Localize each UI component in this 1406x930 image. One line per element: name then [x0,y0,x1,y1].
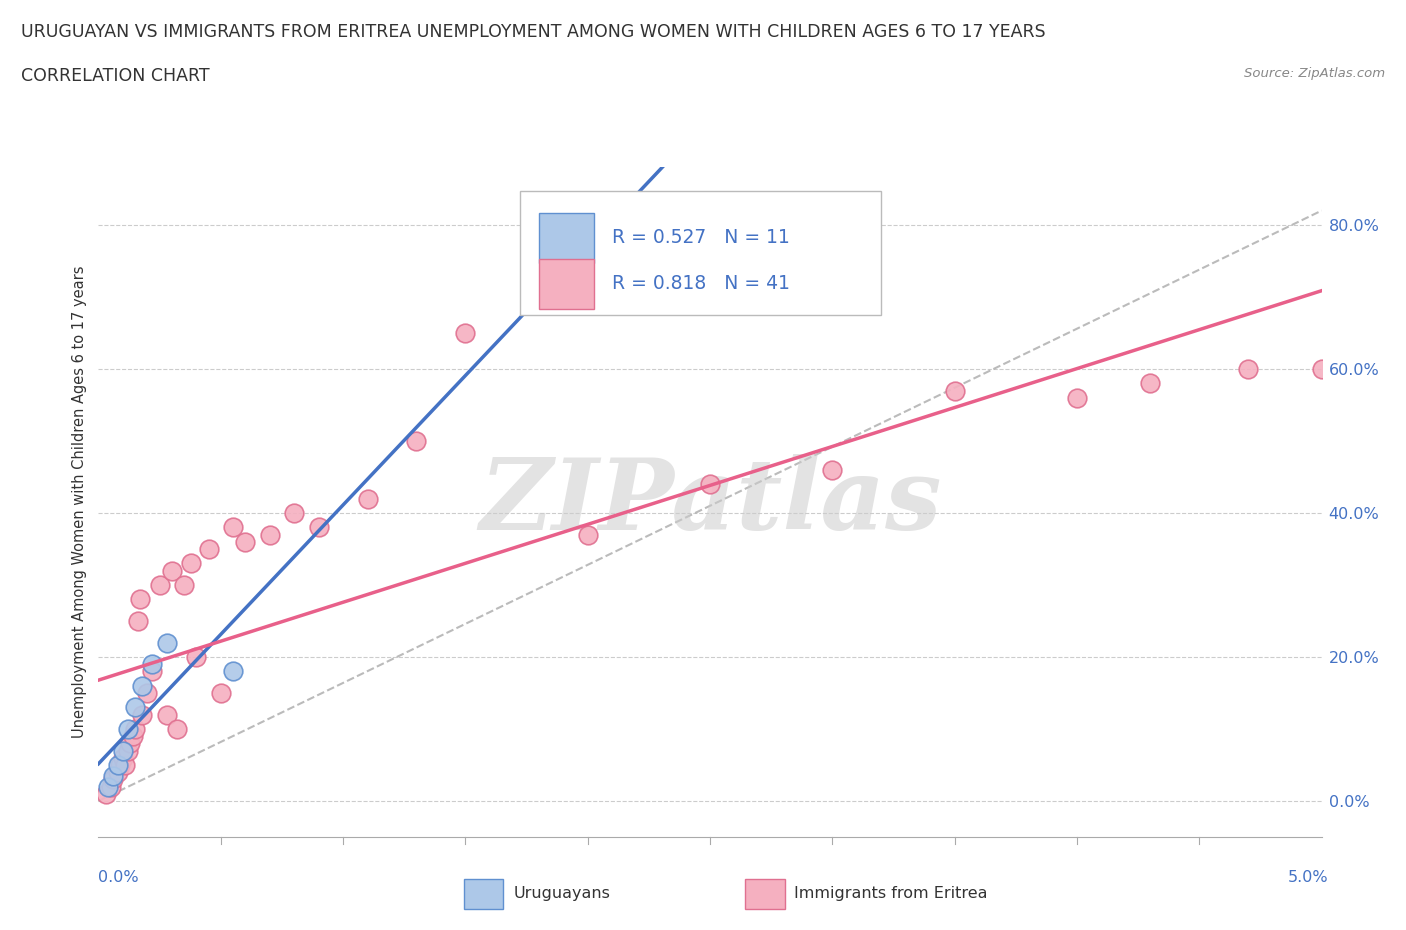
Point [127,614,149,629]
Point [120,736,142,751]
Point [129,592,152,607]
Point [186,649,208,664]
Text: R = 0.527   N = 11: R = 0.527 N = 11 [612,229,790,247]
Point [117,722,139,737]
Point [576,527,599,542]
Point [141,664,163,679]
Point [166,722,188,737]
Point [110,758,132,773]
Point [1139,376,1161,391]
Text: Source: ZipAtlas.com: Source: ZipAtlas.com [1244,67,1385,80]
Y-axis label: Unemployment Among Women with Children Ages 6 to 17 years: Unemployment Among Women with Children A… [72,266,87,738]
Point [131,678,153,693]
Point [821,462,844,477]
Point [283,506,305,521]
Point [121,729,143,744]
Point [527,289,550,304]
Point [1237,362,1260,377]
FancyBboxPatch shape [520,191,882,314]
Text: Immigrants from Eritrea: Immigrants from Eritrea [794,886,988,901]
Text: ZIPatlas: ZIPatlas [479,454,941,551]
Point [101,768,124,783]
Point [259,527,281,542]
Point [180,556,202,571]
Point [111,751,134,765]
Point [114,758,136,773]
Point [107,764,129,779]
Point [111,743,134,758]
Point [209,685,232,700]
Point [124,700,146,715]
Point [356,491,378,506]
Point [1310,362,1333,377]
Point [943,383,966,398]
Point [141,657,163,671]
Point [156,635,179,650]
Point [100,779,122,794]
Text: R = 0.818   N = 41: R = 0.818 N = 41 [612,274,790,293]
Point [222,520,245,535]
Point [107,758,129,773]
Point [131,707,153,722]
Point [308,520,330,535]
Text: URUGUAYAN VS IMMIGRANTS FROM ERITREA UNEMPLOYMENT AMONG WOMEN WITH CHILDREN AGES: URUGUAYAN VS IMMIGRANTS FROM ERITREA UNE… [21,23,1046,41]
Point [124,722,146,737]
Point [94,787,117,802]
Point [136,685,159,700]
Point [699,477,721,492]
Bar [538,213,593,263]
Point [173,578,195,592]
Point [160,564,183,578]
Point [222,664,245,679]
Point [1066,391,1088,405]
Point [405,433,427,448]
Bar [538,259,593,309]
Point [454,326,477,340]
Point [197,541,219,556]
Point [149,578,172,592]
Text: 5.0%: 5.0% [1288,870,1329,884]
Text: 0.0%: 0.0% [98,870,139,884]
Point [117,743,139,758]
Point [101,772,124,787]
Point [233,535,256,550]
Point [97,779,120,794]
Point [156,707,179,722]
Text: CORRELATION CHART: CORRELATION CHART [21,67,209,85]
Text: Uruguayans: Uruguayans [513,886,610,901]
